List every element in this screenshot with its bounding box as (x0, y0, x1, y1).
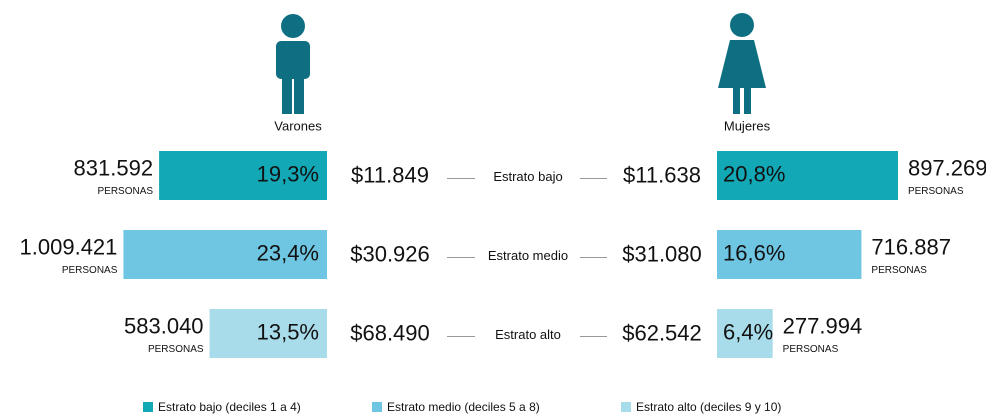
persons-value: 1.009.421 (20, 234, 118, 259)
persons-value: 716.887 (871, 234, 951, 259)
value-label: 19,3% (257, 161, 319, 186)
persons-value: 897.269 (908, 155, 986, 180)
legend-label: Estrato medio (deciles 5 a 8) (387, 400, 540, 414)
income-value: $62.542 (622, 320, 702, 345)
persons-unit: PERSONAS (98, 186, 154, 197)
income-value: $30.926 (350, 241, 430, 266)
legend-label: Estrato bajo (deciles 1 a 4) (158, 400, 301, 414)
man-icon (276, 14, 310, 114)
bar (717, 230, 862, 279)
persons-unit: PERSONAS (62, 265, 118, 276)
category-label: Estrato alto (495, 327, 561, 342)
income-value: $11.638 (623, 162, 701, 187)
persons-value: 277.994 (783, 313, 863, 338)
income-value: $68.490 (350, 320, 430, 345)
bar (123, 230, 327, 279)
persons-unit: PERSONAS (871, 265, 927, 276)
persons-unit: PERSONAS (783, 344, 839, 355)
bar (209, 309, 327, 358)
legend-swatch (372, 402, 382, 412)
value-label: 20,8% (723, 161, 785, 186)
persons-value: 583.040 (124, 313, 204, 338)
bar (717, 151, 898, 200)
value-label: 16,6% (723, 240, 785, 265)
income-value: $11.849 (351, 162, 429, 187)
bar (159, 151, 327, 200)
legend-label: Estrato alto (deciles 9 y 10) (636, 400, 781, 414)
value-label: 6,4% (723, 319, 773, 344)
persons-unit: PERSONAS (148, 344, 204, 355)
legend-swatch (621, 402, 631, 412)
category-label: Estrato medio (488, 248, 568, 263)
category-label: Estrato bajo (493, 169, 562, 184)
income-value: $31.080 (622, 241, 702, 266)
series-label: Varones (274, 118, 322, 133)
value-label: 13,5% (257, 319, 319, 344)
persons-unit: PERSONAS (908, 186, 964, 197)
bar (717, 309, 773, 358)
woman-icon (718, 13, 766, 114)
value-label: 23,4% (257, 240, 319, 265)
legend-swatch (143, 402, 153, 412)
persons-value: 831.592 (74, 155, 154, 180)
series-label: Mujeres (724, 118, 771, 133)
